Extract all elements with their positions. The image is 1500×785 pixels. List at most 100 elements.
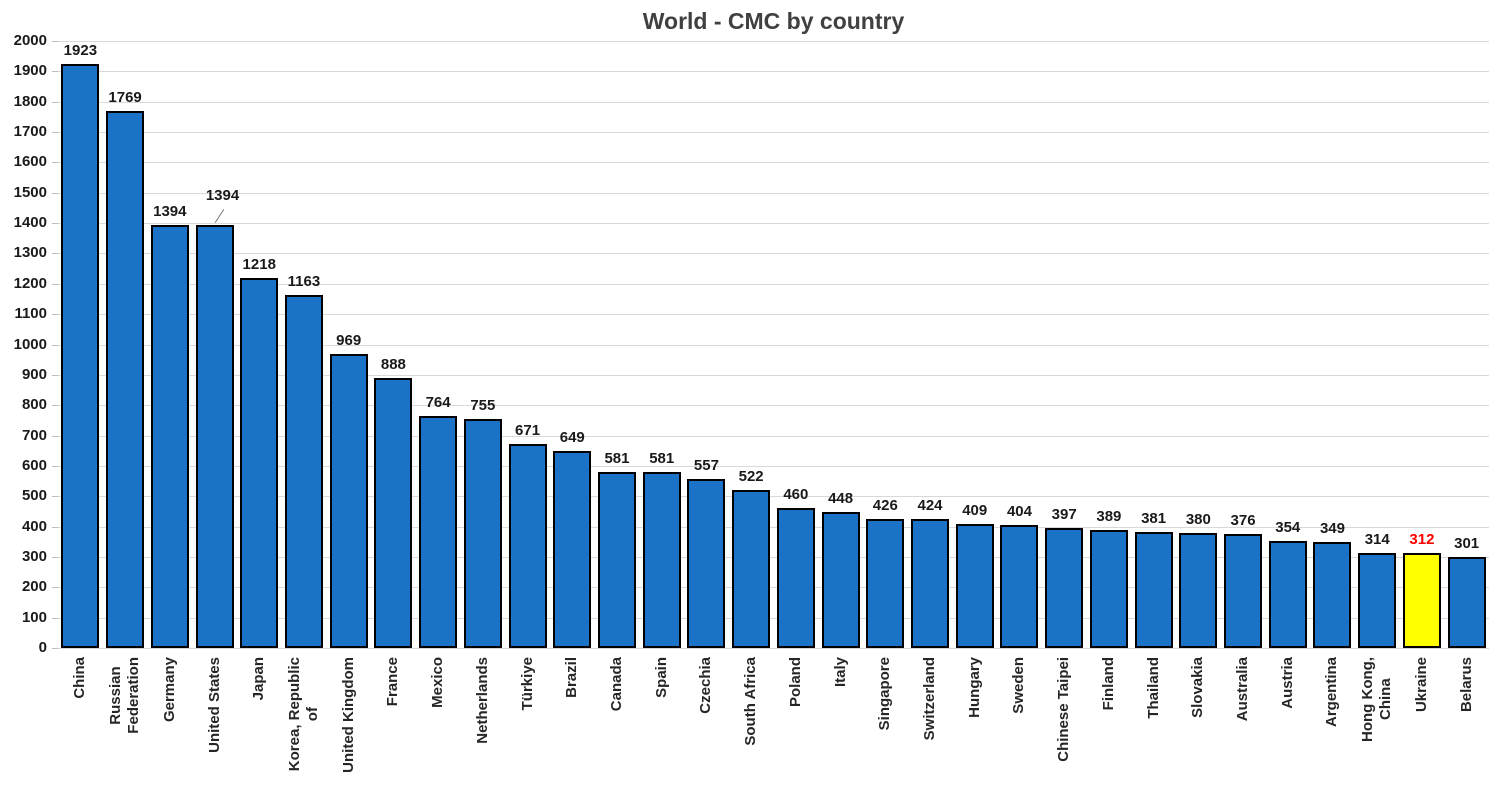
- y-axis-tick: [52, 496, 58, 498]
- y-axis-tick-label: 2000: [13, 32, 47, 49]
- bar-united-states: [195, 224, 234, 648]
- bar-value-label: 1394: [153, 202, 187, 220]
- x-axis-label-slot: Germany: [147, 657, 192, 722]
- bar-t-rkiye: [508, 444, 547, 648]
- bar-value-label: 380: [1185, 510, 1211, 528]
- x-axis-label: Japan: [250, 657, 268, 701]
- bar-chinese-taipei: [1045, 527, 1084, 648]
- x-axis-label: Hong Kong, China: [1359, 657, 1395, 742]
- x-axis-label-slot: Chinese Taipei: [1042, 657, 1087, 762]
- y-axis-tick-label: 400: [21, 517, 47, 535]
- bar-czechia: [687, 478, 726, 648]
- y-axis-tick-label: 1700: [13, 123, 47, 141]
- bar-value-label: 1394: [205, 186, 240, 204]
- y-axis-tick: [52, 648, 58, 649]
- x-axis-label: Ukraine: [1412, 657, 1430, 713]
- x-axis-label: Poland: [786, 657, 804, 708]
- bar-italy: [821, 512, 860, 648]
- y-axis-tick-label: 1900: [13, 62, 47, 80]
- bar-poland: [776, 508, 815, 648]
- bar-value-label: 581: [604, 449, 630, 467]
- bar-china: [61, 64, 100, 648]
- bar-slovakia: [1179, 532, 1218, 648]
- x-axis-label-slot: Mexico: [416, 657, 461, 708]
- y-axis-tick: [52, 405, 58, 407]
- bar-value-label: 764: [425, 394, 451, 412]
- x-axis-label-slot: Japan: [237, 657, 282, 700]
- bar-value-label: 448: [828, 490, 854, 508]
- x-axis-label-slot: Russian Federation: [103, 657, 148, 734]
- y-axis-tick: [52, 132, 58, 134]
- x-axis-label-slot: Brazil: [550, 657, 595, 698]
- bar-austria: [1268, 540, 1307, 648]
- y-axis-tick-label: 700: [21, 426, 47, 444]
- gridline: [58, 314, 1489, 316]
- bar-netherlands: [463, 418, 502, 648]
- x-axis-label-slot: Hungary: [952, 657, 997, 718]
- y-axis-tick-label: 600: [21, 456, 47, 474]
- x-axis-label: Belarus: [1457, 657, 1475, 713]
- x-axis-label-slot: Netherlands: [460, 657, 505, 744]
- x-axis-label: South Africa: [742, 657, 760, 746]
- y-axis-tick-label: 1600: [13, 153, 47, 171]
- y-axis-tick: [52, 283, 58, 285]
- gridline: [58, 253, 1489, 255]
- bar-value-label: 409: [962, 501, 988, 519]
- bar-russian-federation: [106, 111, 145, 648]
- x-axis-label: France: [384, 657, 402, 707]
- bar-ukraine: [1402, 553, 1441, 648]
- bar-value-label: 581: [649, 449, 675, 467]
- x-axis-label-slot: Finland: [1087, 657, 1132, 710]
- x-axis-label: Canada: [607, 657, 625, 712]
- y-axis-tick: [52, 435, 58, 437]
- bar-value-label: 424: [917, 497, 943, 515]
- bar-finland: [1089, 529, 1128, 648]
- gridline: [58, 617, 1489, 619]
- y-axis-tick: [52, 556, 58, 558]
- y-axis-tick-label: 900: [21, 365, 47, 383]
- x-axis-label: Austria: [1278, 657, 1296, 709]
- x-axis-label: Slovakia: [1189, 657, 1207, 718]
- x-axis-label: Argentina: [1323, 657, 1341, 728]
- gridline: [58, 101, 1489, 103]
- bar-value-label: 969: [336, 331, 362, 349]
- bar-value-label: 1769: [108, 89, 142, 107]
- y-axis-tick: [52, 223, 58, 225]
- bar-value-label: 1218: [242, 256, 276, 274]
- y-axis-tick-label: 1800: [13, 92, 47, 110]
- gridline: [58, 587, 1489, 589]
- gridline: [58, 283, 1489, 285]
- bar-hong-kong-china: [1358, 552, 1397, 648]
- y-axis-tick-label: 1500: [13, 183, 47, 201]
- y-axis-tick: [52, 41, 58, 42]
- x-axis-label-slot: Thailand: [1131, 657, 1176, 719]
- bar-brazil: [553, 451, 592, 648]
- y-axis-tick-label: 1400: [13, 214, 47, 232]
- gridline: [58, 435, 1489, 437]
- x-axis-label-slot: Sweden: [997, 657, 1042, 714]
- bar-argentina: [1313, 542, 1352, 648]
- x-axis-label-slot: South Africa: [729, 657, 774, 746]
- y-axis-tick: [52, 192, 58, 194]
- y-axis-tick: [52, 101, 58, 103]
- x-axis-label-slot: Hong Kong, China: [1355, 657, 1400, 742]
- x-axis-label-slot: Slovakia: [1176, 657, 1221, 718]
- x-axis-label: Thailand: [1144, 657, 1162, 719]
- gridline: [58, 162, 1489, 164]
- x-axis-label: Australia: [1234, 657, 1252, 722]
- bar-value-label: 426: [872, 496, 898, 514]
- x-axis-label: Korea, Republic of: [285, 657, 321, 772]
- x-axis-label: Italy: [831, 657, 849, 688]
- bar-spain: [642, 471, 681, 648]
- bar-value-label: 522: [738, 467, 764, 485]
- bar-value-label: 671: [515, 422, 541, 440]
- y-axis-tick: [52, 253, 58, 255]
- x-axis-label-slot: Singapore: [863, 657, 908, 730]
- y-axis-tick-label: 1000: [13, 335, 47, 353]
- bar-value-label: 1163: [287, 273, 321, 291]
- x-axis-label: Brazil: [563, 657, 581, 698]
- x-axis-label-slot: Türkiye: [505, 657, 550, 710]
- bar-value-label: 397: [1051, 505, 1077, 523]
- x-axis-label-slot: Ukraine: [1400, 657, 1445, 712]
